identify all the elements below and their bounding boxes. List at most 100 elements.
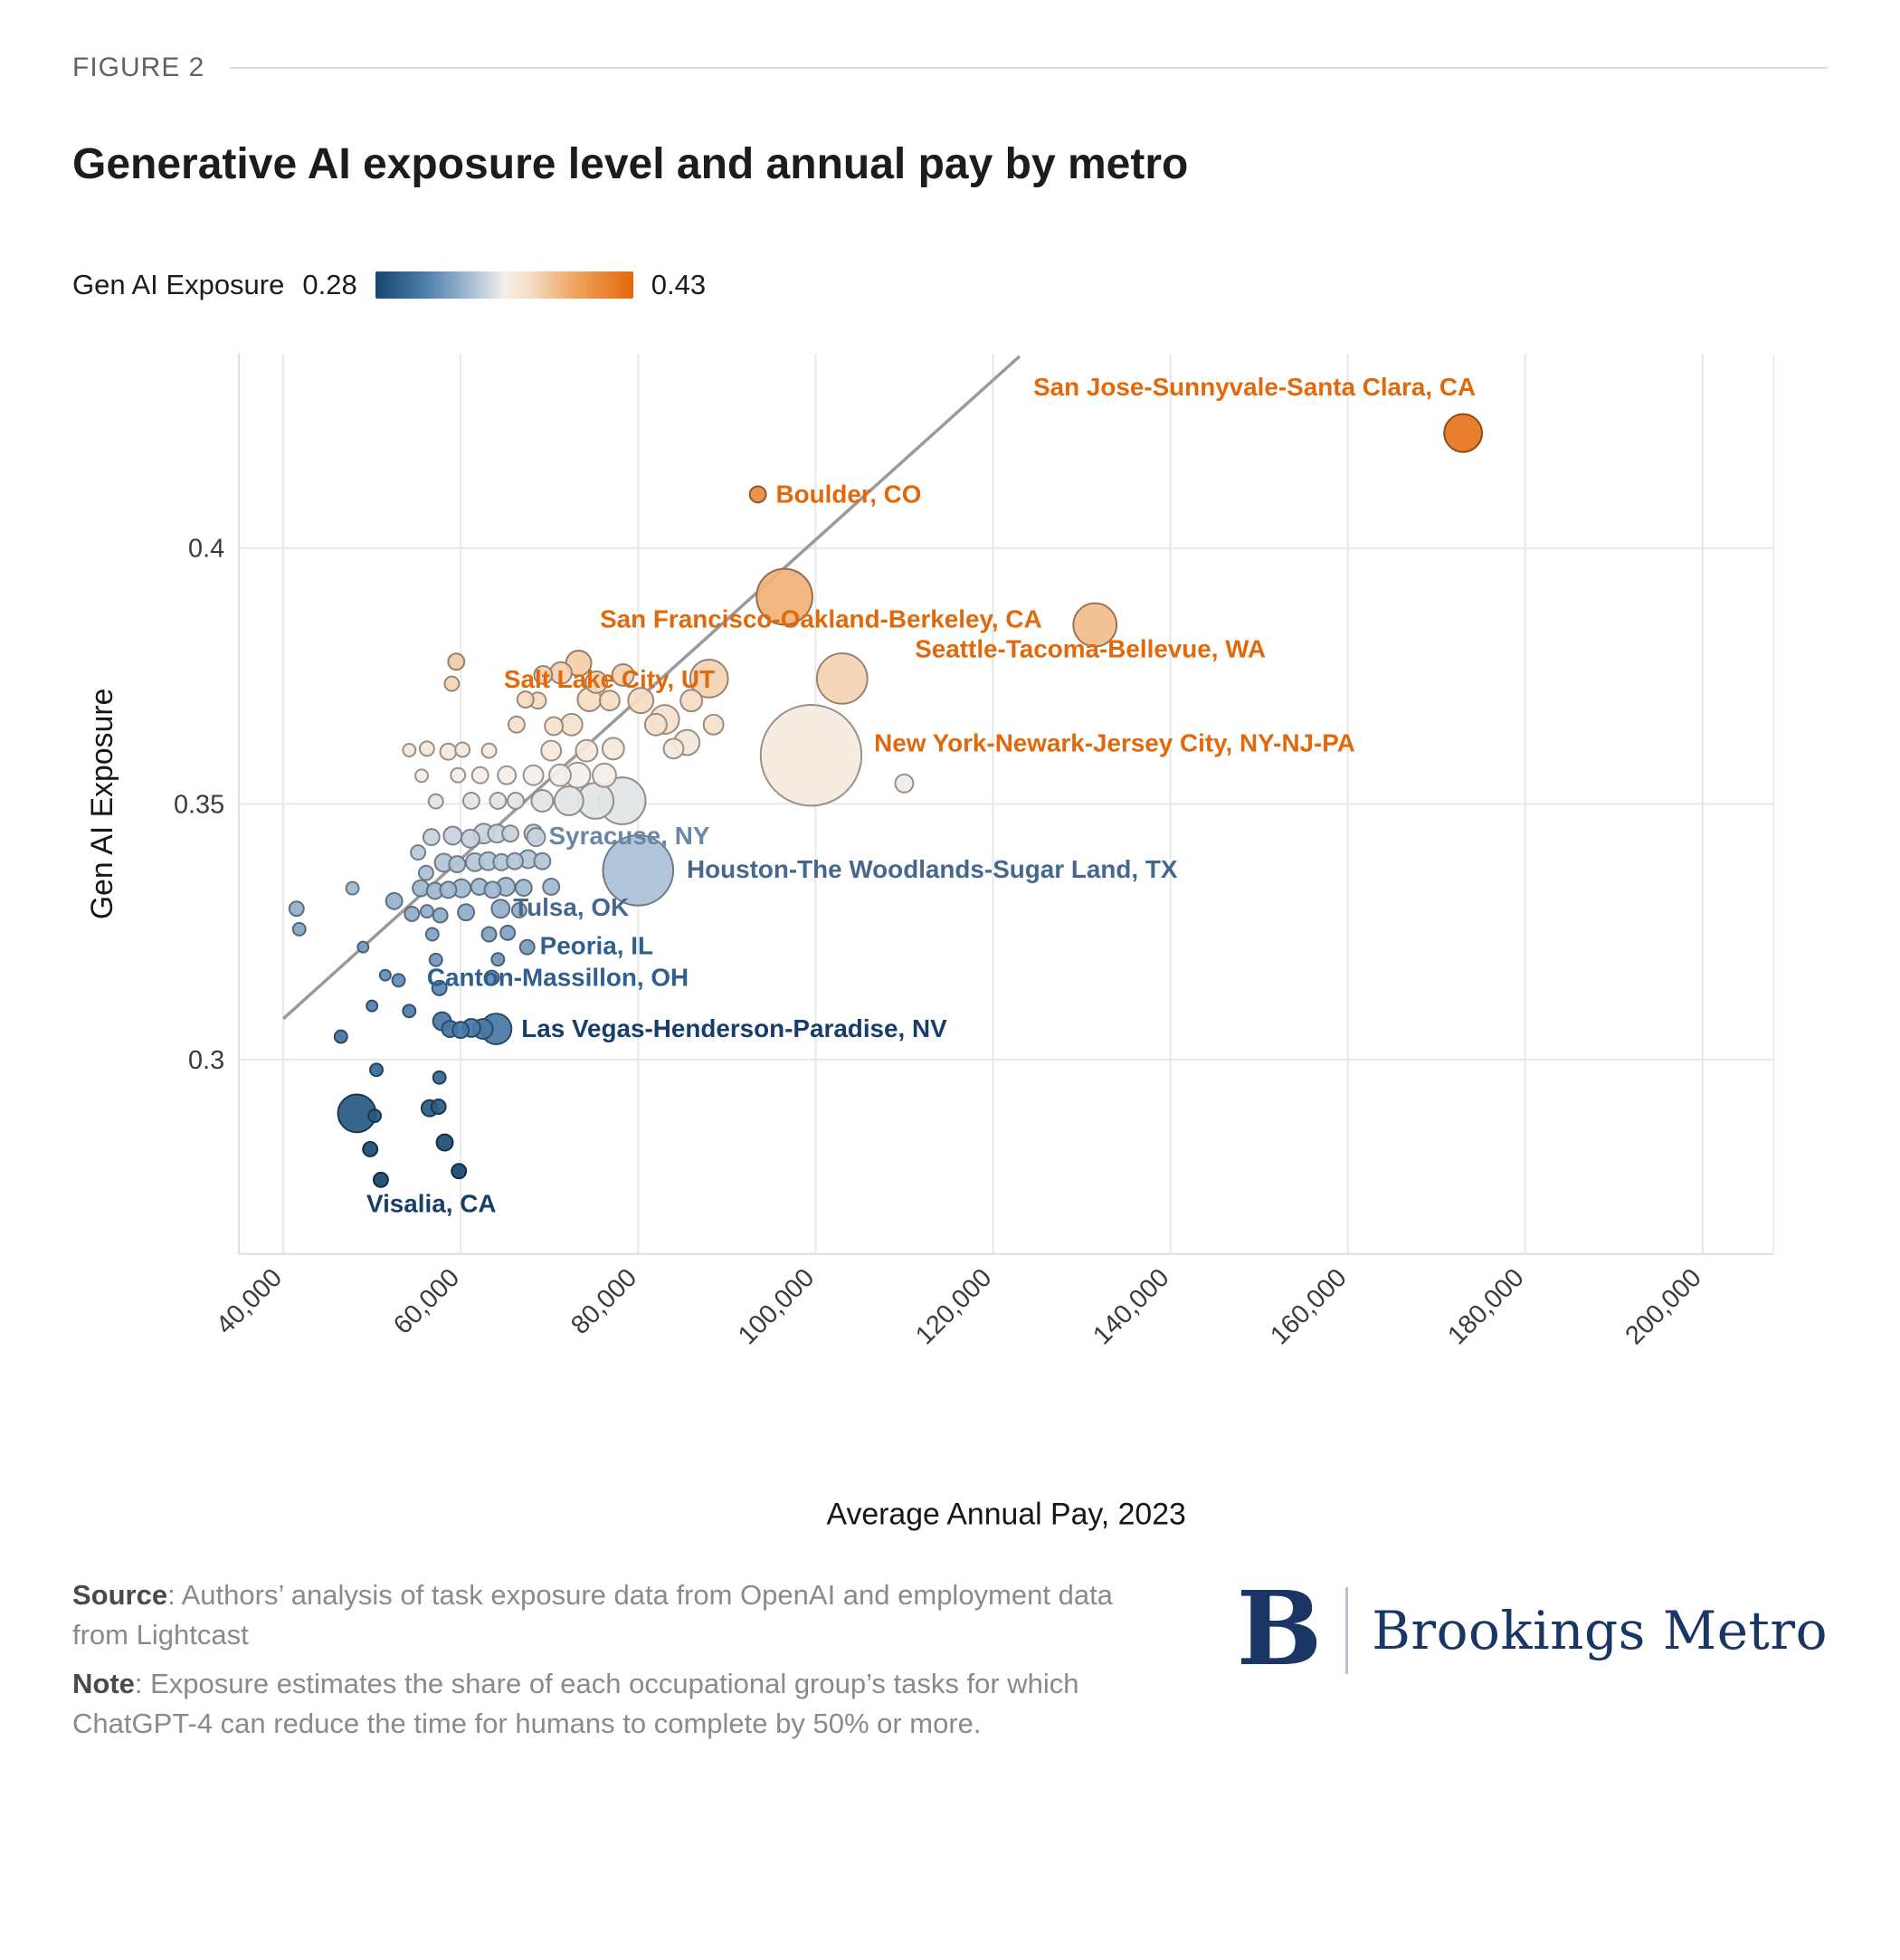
bubble [490,899,511,919]
bubble [369,1062,384,1078]
bubble [439,880,458,899]
bubble [431,979,448,996]
bubble [508,715,526,734]
bubble [815,652,869,705]
bubble [367,1108,383,1124]
logo-divider [1345,1586,1349,1674]
bubble [461,792,480,810]
bubble [499,924,517,941]
metro-label: Syracuse, NY [548,822,709,850]
bubble [457,903,476,922]
scatter-plot: San Jose-Sunnyvale-Santa Clara, CA Boulde… [85,353,1775,1531]
metro-label: Las Vegas-Henderson-Paradise, NV [521,1014,947,1042]
bubble [575,738,599,763]
bubble [432,907,449,924]
bubble [422,828,441,847]
bubble [533,664,554,685]
x-tick-label: 160,000 [1265,1263,1352,1350]
bubble [702,713,725,736]
bubble [627,687,655,715]
x-tick-label: 40,000 [211,1263,288,1340]
bubble [402,1004,417,1019]
bubble [516,690,535,709]
metro-label: Seattle-Tacoma-Bellevue, WA [915,634,1266,662]
bubble [540,739,563,762]
x-tick-label: 140,000 [1088,1263,1174,1350]
metro-label: Tulsa, OK [513,893,629,921]
source-note: Source: Authors’ analysis of task exposu… [72,1575,1140,1655]
bubble [522,764,545,786]
y-axis-label: Gen AI Exposure [85,689,119,920]
bubble [526,827,546,848]
bubble [598,690,621,712]
metro-label: Salt Lake City, UT [504,665,715,693]
figure-label: FIGURE 2 [72,52,205,82]
bubble [443,675,461,692]
source-text: : Authors’ analysis of task exposure dat… [72,1579,1113,1651]
bubble [679,689,704,713]
bubble [602,834,675,907]
bubble [291,921,307,937]
page-title: Generative AI exposure level and annual … [72,140,1189,188]
bubble [533,852,552,871]
brookings-logo-b: B [1236,1570,1323,1689]
metro-label: Visalia, CA [366,1190,496,1218]
bubble [497,765,518,785]
bubble [483,880,502,899]
x-axis-label: Average Annual Pay, 2023 [827,1497,1186,1531]
x-tick-label: 200,000 [1620,1263,1706,1350]
bubble [470,766,489,785]
bubble [489,792,508,810]
bubble [553,785,584,816]
metro-label: Houston-The Woodlands-Sugar Land, TX [687,855,1178,883]
metro-label: Boulder, CO [776,480,922,508]
bubble [480,742,498,759]
bubble [427,793,444,810]
bubble [510,901,527,918]
notes-block: Source: Authors’ analysis of task exposu… [72,1575,1140,1753]
bubble [584,670,609,694]
bubble [345,880,360,896]
bubble [514,879,533,898]
x-tick-label: 180,000 [1442,1263,1529,1350]
bubble [435,1133,454,1152]
bubble [548,763,572,787]
bubble [366,999,379,1013]
bubble [417,864,434,881]
bubble [1072,602,1118,648]
x-tick-label: 60,000 [388,1263,465,1340]
bubble [447,652,466,671]
bubble [501,824,520,843]
bubble [490,952,506,967]
bubble [450,766,467,784]
x-tick-label: 120,000 [910,1263,997,1350]
bubble [592,762,617,788]
bubble [356,940,370,954]
bubble [402,743,417,757]
bubble [288,900,305,918]
bubble [1443,413,1484,453]
y-tick-label: 0.35 [174,790,224,819]
note-text: : Exposure estimates the share of each o… [72,1668,1079,1740]
note-label: Note [72,1668,135,1700]
chart-area: San Jose-Sunnyvale-Santa Clara, CA Boulde… [72,343,1828,1545]
bubble [451,1021,470,1040]
brookings-logo: B Brookings Metro [1236,1570,1828,1689]
bubble [559,712,584,737]
bubble [432,1070,447,1085]
bubble [601,737,625,761]
bubble [662,737,685,760]
x-tick-label: 80,000 [565,1263,642,1340]
bubble [643,712,668,737]
bubble [418,740,435,757]
metro-label: New York-Newark-Jersey City, NY-NJ-PA [874,729,1355,757]
bubble [518,938,536,956]
bubble [439,742,458,761]
bubble [461,828,480,849]
bubble [424,927,440,942]
bubble [530,789,555,813]
bubble [419,904,434,919]
bubble [483,969,500,986]
bubble [362,1140,379,1157]
